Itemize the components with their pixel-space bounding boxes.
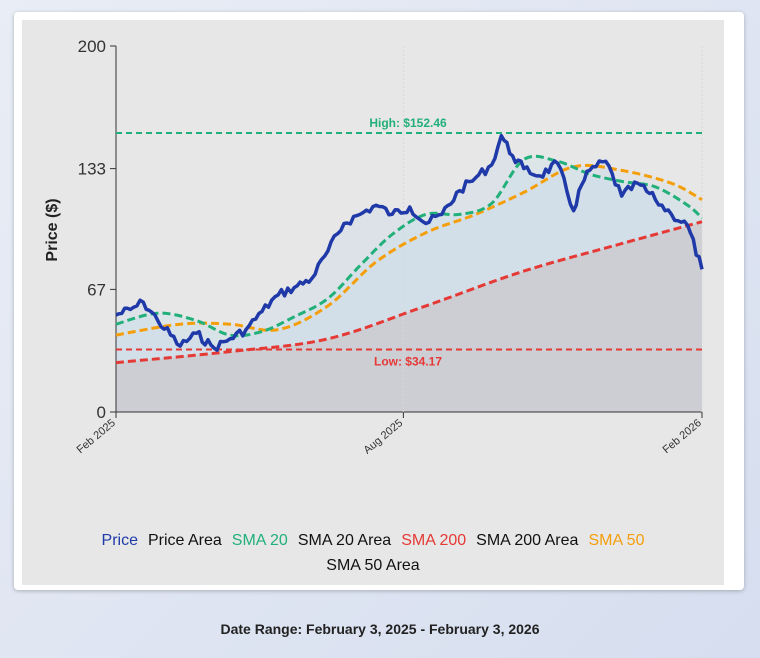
legend-item-sma-50-area: SMA 50 Area	[326, 557, 420, 574]
y-tick-label-1: 67	[87, 280, 106, 299]
price-line	[115, 133, 704, 352]
x-tick-label-1: Aug 2025	[362, 417, 406, 456]
sma-200-line	[115, 220, 703, 365]
legend-item-price-area: Price Area	[147, 532, 222, 549]
reference-label-0: High: $152.46	[369, 116, 447, 130]
legend-item-sma-200-area: SMA 200 Area	[476, 532, 579, 549]
legend-item-sma-50: SMA 50	[588, 532, 645, 549]
y-tick-label-0: 0	[97, 403, 106, 422]
y-tick-label-2: 133	[78, 160, 106, 179]
chart-legend: Price Price Area SMA 20 SMA 20 Area SMA 200 S…	[22, 528, 724, 578]
y-tick-label-3: 200	[78, 37, 106, 56]
legend-item-sma-200: SMA 200	[401, 532, 467, 549]
sma-20-line	[115, 154, 704, 338]
sma-50-line	[115, 163, 703, 337]
y-axis-label: Price ($)	[44, 198, 61, 261]
sma-200-area	[116, 221, 702, 412]
reference-label-1: Low: $34.17	[374, 354, 442, 368]
legend-item-price: Price	[101, 532, 138, 549]
legend-item-sma-20: SMA 20	[231, 532, 288, 549]
x-tick-label-2: Feb 2026	[661, 417, 704, 456]
date-range-caption: Date Range: February 3, 2025 - February …	[220, 621, 540, 637]
legend-item-sma-20-area: SMA 20 Area	[297, 532, 392, 549]
x-tick-label-0: Feb 2025	[75, 417, 118, 456]
